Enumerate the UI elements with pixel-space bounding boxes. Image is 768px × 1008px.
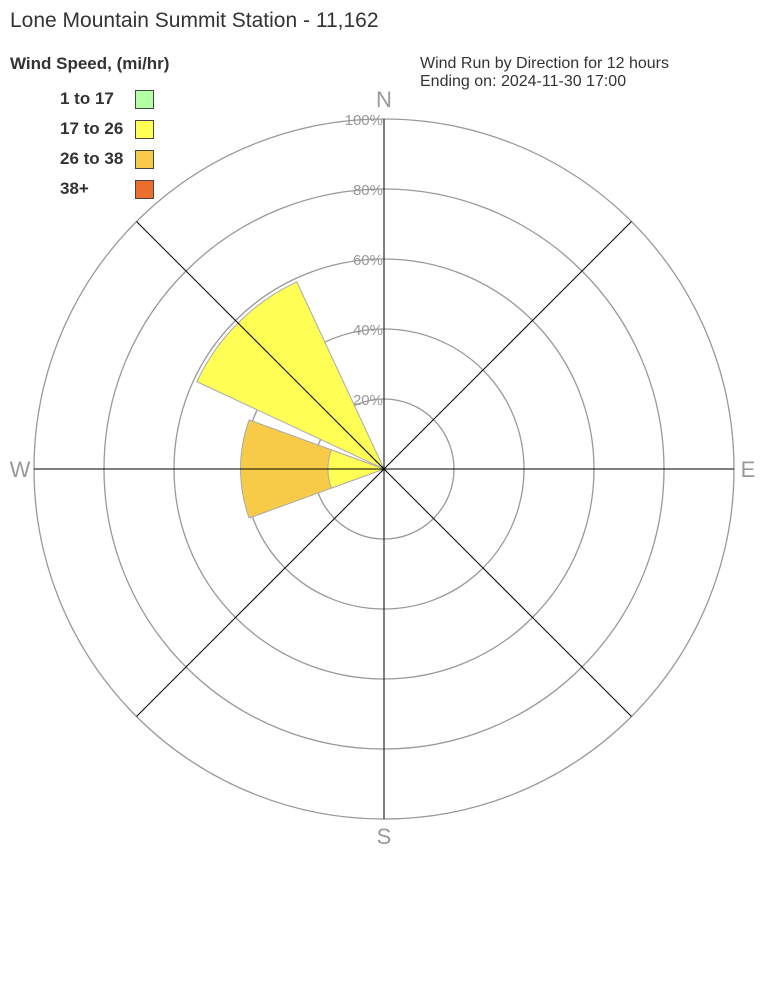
legend-swatch (135, 150, 154, 169)
radial-tick-label: 20% (353, 392, 383, 409)
legend-swatch (135, 180, 154, 199)
legend-swatch (135, 90, 154, 109)
radial-tick-label: 80% (353, 182, 383, 199)
subtitle-line-2: Ending on: 2024-11-30 17:00 (420, 73, 627, 90)
compass-label-W: W (10, 457, 31, 482)
legend-label: 38+ (60, 179, 89, 198)
chart-title: Lone Mountain Summit Station - 11,162 (10, 9, 379, 32)
spoke-line (136, 221, 385, 470)
compass-label-S: S (377, 824, 392, 849)
legend-title: Wind Speed, (mi/hr) (10, 54, 170, 73)
spoke-line (136, 468, 385, 717)
subtitle-line-1: Wind Run by Direction for 12 hours (420, 55, 669, 72)
radial-tick-label: 100% (345, 112, 383, 129)
spoke-line (383, 468, 632, 717)
spoke-line (383, 221, 632, 470)
legend-label: 1 to 17 (60, 89, 114, 108)
legend-swatch (135, 120, 154, 139)
legend-label: 26 to 38 (60, 149, 124, 168)
radial-tick-label: 40% (353, 322, 383, 339)
compass-label-N: N (376, 87, 392, 112)
radial-tick-label: 60% (353, 252, 383, 269)
chart-subtitle: Wind Run by Direction for 12 hours Endin… (420, 55, 669, 91)
compass-label-E: E (741, 457, 756, 482)
legend-label: 17 to 26 (60, 119, 124, 138)
